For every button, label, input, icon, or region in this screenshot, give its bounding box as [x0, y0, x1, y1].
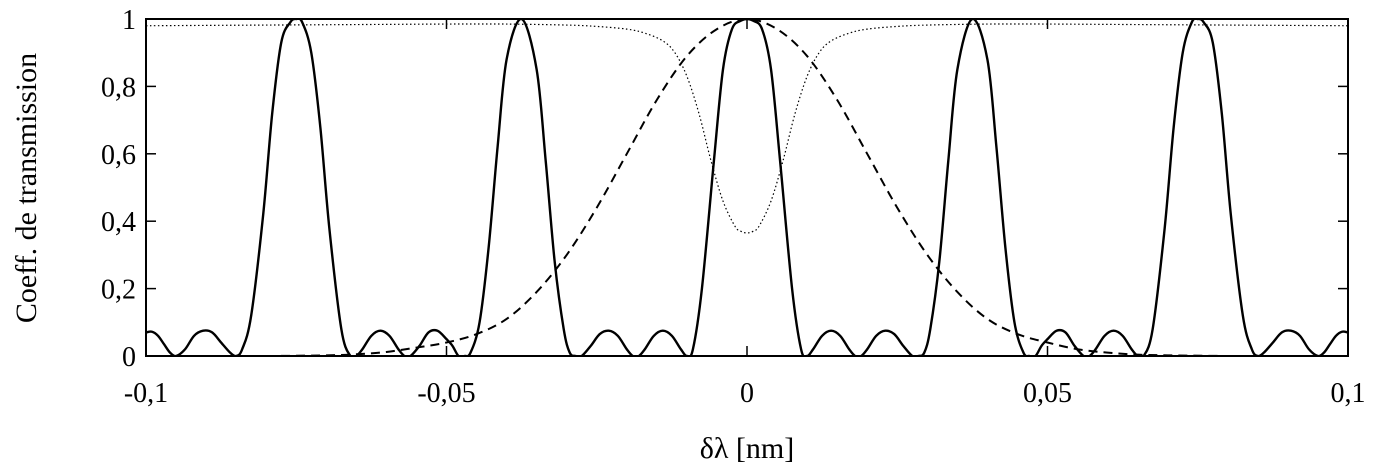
y-tick-label: 0,4 — [101, 207, 136, 238]
series-layer — [146, 19, 1348, 356]
x-tick-label: -0,1 — [124, 378, 168, 409]
x-tick-label: 0,05 — [1023, 378, 1072, 409]
y-tick-label: 0,8 — [101, 72, 136, 103]
y-tick-label: 1 — [122, 5, 136, 36]
x-tick-label: -0,05 — [417, 378, 475, 409]
tick-layer: -0,1 -0,05 0 0,05 0,1 0 0,2 0,4 0,6 0,8 1 — [101, 5, 1366, 409]
series-solid-line — [146, 19, 1348, 356]
y-tick-label: 0 — [122, 342, 136, 373]
x-tick-label: 0,1 — [1331, 378, 1366, 409]
y-axis-title: Coeff. de transmission — [10, 53, 43, 323]
x-tick-label: 0 — [740, 378, 754, 409]
y-tick-label: 0,6 — [101, 140, 136, 171]
y-tick-label: 0,2 — [101, 275, 136, 306]
x-axis-title: δλ [nm] — [700, 432, 795, 465]
series-dashed-line — [146, 19, 1348, 356]
